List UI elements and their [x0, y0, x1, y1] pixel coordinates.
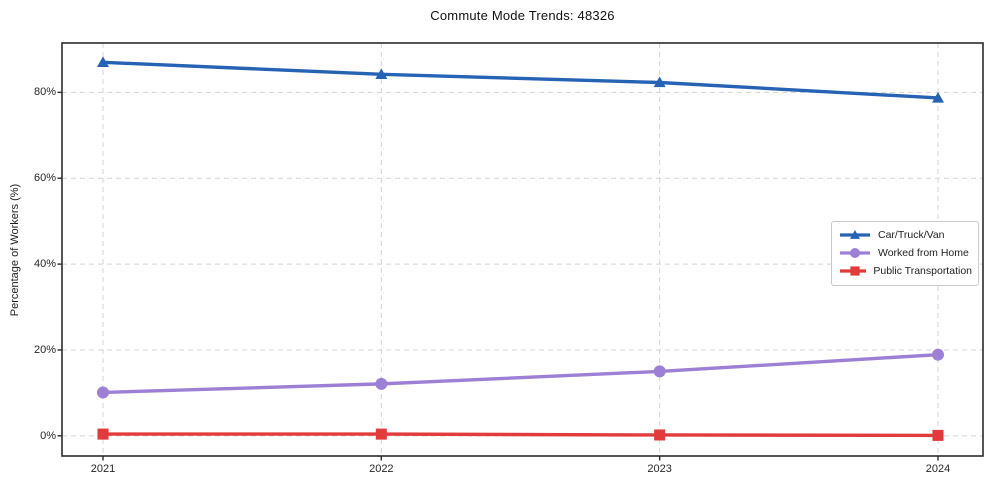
- legend: Car/Truck/Van Worked from Home Public Tran…: [831, 221, 979, 286]
- y-tick-label: 0%: [40, 429, 56, 442]
- x-tick-label: 2021: [90, 463, 116, 475]
- circle-marker-icon: [97, 386, 109, 399]
- circle-marker-icon: [653, 365, 666, 378]
- legend-sample-circle-icon: [840, 248, 870, 258]
- legend-item: Public Transportation: [839, 262, 972, 280]
- chart-title: Commute Mode Trends: 48326: [430, 8, 615, 23]
- square-marker-icon: [375, 428, 387, 440]
- legend-sample-square-icon: [840, 266, 867, 276]
- circle-marker-icon: [850, 248, 860, 258]
- legend-label: Car/Truck/Van: [878, 229, 945, 241]
- y-tick-label: 20%: [33, 343, 56, 356]
- square-marker-icon: [654, 429, 666, 441]
- circle-marker-icon: [375, 377, 388, 390]
- x-tick-label: 2022: [369, 463, 394, 475]
- series-line-car-truck-van: [101, 60, 940, 100]
- square-marker-icon: [850, 266, 860, 276]
- legend-sample-triangle-icon: [840, 230, 870, 239]
- series-line-worked-from-home: [101, 352, 940, 395]
- legend-label: Worked from Home: [878, 247, 969, 259]
- triangle-marker-icon: [97, 56, 109, 67]
- triangle-marker-icon: [850, 230, 860, 239]
- x-tick-label: 2023: [647, 463, 672, 475]
- plot-border: [61, 42, 984, 457]
- series-line-public-transportation: [101, 432, 940, 438]
- legend-label: Public Transportation: [873, 265, 972, 277]
- y-tick-label: 60%: [33, 172, 56, 185]
- y-tick-label: 40%: [33, 258, 56, 271]
- square-marker-icon: [97, 428, 109, 440]
- legend-item: Worked from Home: [839, 244, 972, 262]
- square-marker-icon: [932, 429, 944, 441]
- x-tick-label: 2024: [925, 463, 951, 475]
- y-tick-label: 80%: [33, 86, 56, 99]
- circle-marker-icon: [932, 348, 944, 361]
- triangle-marker-icon: [932, 91, 944, 103]
- legend-item: Car/Truck/Van: [839, 226, 972, 244]
- triangle-marker-icon: [375, 68, 388, 80]
- triangle-marker-icon: [653, 76, 666, 88]
